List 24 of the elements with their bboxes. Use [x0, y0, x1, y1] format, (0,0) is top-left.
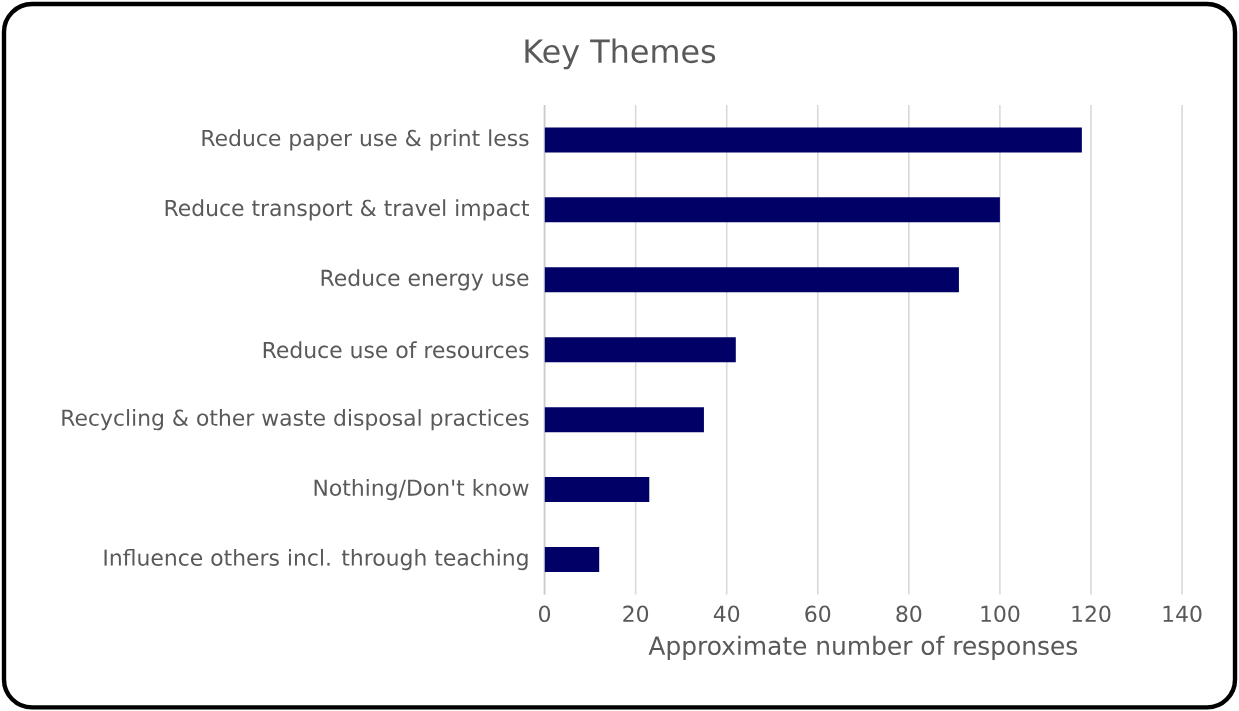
bar — [544, 337, 736, 363]
chart-title: Key Themes — [525, 38, 716, 70]
bar — [544, 546, 600, 572]
y-tick-label: Recycling & other waste disposal practices — [62, 408, 529, 431]
y-tick-label: Reduce paper use & print less — [202, 129, 529, 151]
x-tick-label: 60 — [805, 605, 831, 622]
bar — [544, 476, 650, 502]
x-tick-label: 40 — [713, 605, 740, 622]
x-tick-label: 80 — [896, 605, 922, 622]
y-tick-label: Nothing/Don't know — [314, 478, 529, 501]
y-tick-label: Reduce use of resources — [263, 341, 529, 358]
bar — [544, 197, 1000, 223]
bar — [544, 406, 704, 432]
x-tick-label: 0 — [539, 605, 551, 622]
y-tick-label: Reduce energy use — [321, 268, 529, 291]
x-tick-label: 120 — [1072, 605, 1111, 622]
y-tick-label: Reduce transport & travel impact — [165, 199, 530, 221]
bar — [544, 127, 1082, 153]
y-tick-label: Influence others incl. through teaching — [104, 548, 528, 570]
x-axis-title: Approximate number of responses — [648, 635, 1078, 660]
bar — [544, 267, 959, 293]
x-tick-label: 100 — [981, 605, 1020, 622]
x-tick-label: 20 — [623, 605, 649, 622]
x-tick-label: 140 — [1163, 605, 1202, 622]
